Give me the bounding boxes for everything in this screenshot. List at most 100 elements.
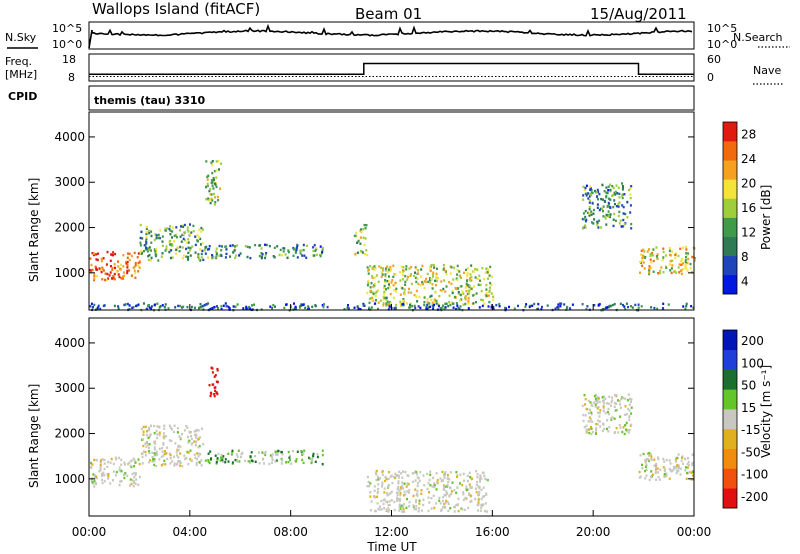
- velocity-cell: [389, 491, 392, 495]
- power-cell: [150, 305, 153, 308]
- velocity-cell: [187, 441, 190, 444]
- power-cell: [619, 219, 622, 222]
- velocity-cell: [477, 498, 480, 501]
- power-cell: [244, 245, 247, 248]
- velocity-cell: [179, 461, 182, 464]
- velocity-cell: [644, 477, 647, 480]
- velocity-cell: [408, 488, 411, 492]
- power-cell: [612, 205, 615, 209]
- power-cell: [656, 257, 659, 260]
- velocity-cell: [655, 464, 658, 467]
- velocity-cell: [133, 465, 136, 468]
- power-cell: [117, 260, 119, 263]
- power-cell: [143, 302, 145, 305]
- velocity-cell: [215, 462, 218, 465]
- power-cell: [283, 247, 286, 250]
- velocity-cell: [250, 451, 253, 454]
- power-cell: [182, 225, 185, 228]
- power-cell: [215, 185, 218, 189]
- power-cell: [95, 308, 98, 311]
- power-cell: [227, 306, 230, 309]
- velocity-cell: [682, 462, 684, 465]
- velocity-cell: [659, 468, 662, 472]
- velocity-cell: [375, 478, 378, 482]
- power-cell: [265, 243, 268, 247]
- power-cell: [239, 252, 242, 255]
- velocity-cell: [254, 455, 256, 458]
- power-cell: [150, 234, 153, 238]
- power-cell: [218, 254, 221, 257]
- power-cell: [105, 278, 108, 282]
- velocity-cell: [428, 478, 431, 482]
- velocity-cell: [198, 444, 201, 448]
- velocity-cell: [367, 480, 370, 484]
- velocity-cell: [665, 458, 668, 462]
- power-cell: [123, 303, 126, 307]
- velocity-cell: [441, 470, 444, 474]
- power-cell: [380, 271, 383, 274]
- power-cell: [167, 307, 170, 310]
- velocity-cell: [154, 440, 156, 443]
- velocity-cell: [622, 426, 625, 429]
- velocity-cell: [651, 473, 654, 476]
- power-cell: [590, 210, 593, 213]
- power-colorbar-swatch: [723, 255, 737, 276]
- power-cell: [169, 248, 171, 252]
- power-cell: [513, 307, 516, 310]
- power-cell: [145, 237, 148, 241]
- power-cell: [598, 303, 601, 306]
- velocity-cell: [156, 433, 159, 436]
- power-cell: [670, 271, 673, 275]
- power-cell: [637, 303, 640, 306]
- velocity-cell: [412, 480, 415, 483]
- velocity-cell: [374, 472, 377, 475]
- power-cell: [628, 188, 630, 192]
- y-tick-label: 1000: [54, 472, 85, 486]
- velocity-cell: [624, 397, 627, 400]
- power-cell: [353, 234, 356, 238]
- noise-lines: [88, 23, 693, 49]
- velocity-cell: [625, 421, 628, 424]
- velocity-cell: [178, 435, 181, 438]
- power-cell: [354, 252, 357, 256]
- power-cell: [691, 255, 694, 259]
- velocity-cell: [644, 465, 647, 469]
- power-cell: [211, 254, 213, 257]
- power-cell: [113, 272, 116, 276]
- power-cell: [381, 269, 384, 272]
- power-cell: [592, 212, 595, 215]
- velocity-cell: [623, 424, 626, 427]
- power-cell: [384, 296, 387, 300]
- velocity-cell: [438, 496, 441, 499]
- velocity-cell: [479, 509, 482, 512]
- power-cell: [665, 266, 668, 269]
- nsearch-tick-top: 10^5: [707, 22, 737, 35]
- velocity-cell: [224, 458, 227, 461]
- velocity-cell: [583, 394, 586, 397]
- velocity-cell: [402, 507, 405, 511]
- power-cell: [145, 225, 148, 229]
- power-cell: [584, 186, 587, 190]
- velocity-cell: [608, 426, 611, 429]
- velocity-cell: [177, 448, 180, 451]
- power-cell: [680, 263, 683, 266]
- power-cell: [187, 255, 190, 259]
- velocity-cell: [601, 399, 604, 403]
- velocity-cell: [436, 480, 438, 484]
- power-cell: [321, 246, 324, 250]
- power-cell: [130, 254, 133, 258]
- power-cell: [469, 273, 472, 276]
- power-cell: [212, 256, 215, 259]
- power-cell: [678, 263, 681, 266]
- velocity-cell: [610, 404, 612, 407]
- power-cell: [279, 248, 282, 252]
- power-cell: [391, 279, 394, 282]
- power-cell: [417, 272, 420, 275]
- power-cell: [631, 306, 634, 309]
- velocity-cell: [596, 423, 599, 426]
- power-cell: [186, 226, 189, 229]
- velocity-cell: [112, 470, 115, 473]
- velocity-cell: [584, 398, 587, 401]
- power-cell: [381, 273, 384, 276]
- power-cell: [614, 193, 617, 196]
